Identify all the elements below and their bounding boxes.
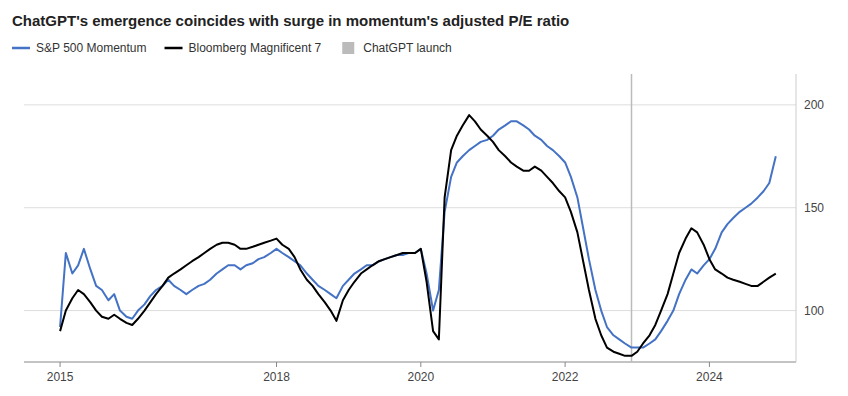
x-tick (709, 362, 710, 367)
x-axis-line (24, 362, 796, 363)
chart: ChatGPT's emergence coincides with surge… (0, 0, 848, 396)
grid (24, 105, 796, 311)
legend-swatch (12, 47, 30, 50)
x-tick-label: 2020 (407, 370, 434, 384)
y-tick-label: 200 (804, 98, 824, 112)
legend-label: ChatGPT launch (363, 41, 452, 55)
legend: S&P 500 Momentum Bloomberg Magnificent 7 C… (12, 41, 452, 55)
title: ChatGPT's emergence coincides with surge… (12, 12, 569, 29)
x-tick-label: 2022 (552, 370, 579, 384)
legend-swatch (165, 47, 183, 50)
x-tick-label: 2015 (47, 370, 74, 384)
y-axis-line (796, 74, 797, 362)
plot-area (60, 74, 776, 362)
series-line (60, 121, 776, 347)
x-tick-label: 2018 (263, 370, 290, 384)
x-tick (276, 362, 277, 367)
legend-item: S&P 500 Momentum (12, 41, 147, 55)
y-tick-label: 100 (804, 304, 824, 318)
grid-line (24, 104, 796, 105)
x-tick (60, 362, 61, 367)
legend-label: Bloomberg Magnificent 7 (189, 41, 322, 55)
series-line (60, 115, 776, 356)
reference-line (631, 74, 633, 362)
grid-line (24, 207, 796, 208)
x-tick (420, 362, 421, 367)
legend-item: Bloomberg Magnificent 7 (165, 41, 322, 55)
x-tick (565, 362, 566, 367)
legend-label: S&P 500 Momentum (36, 41, 147, 55)
legend-swatch (342, 42, 354, 54)
x-tick-label: 2024 (696, 370, 723, 384)
legend-item: ChatGPT launch (342, 41, 452, 55)
y-tick-label: 150 (804, 201, 824, 215)
